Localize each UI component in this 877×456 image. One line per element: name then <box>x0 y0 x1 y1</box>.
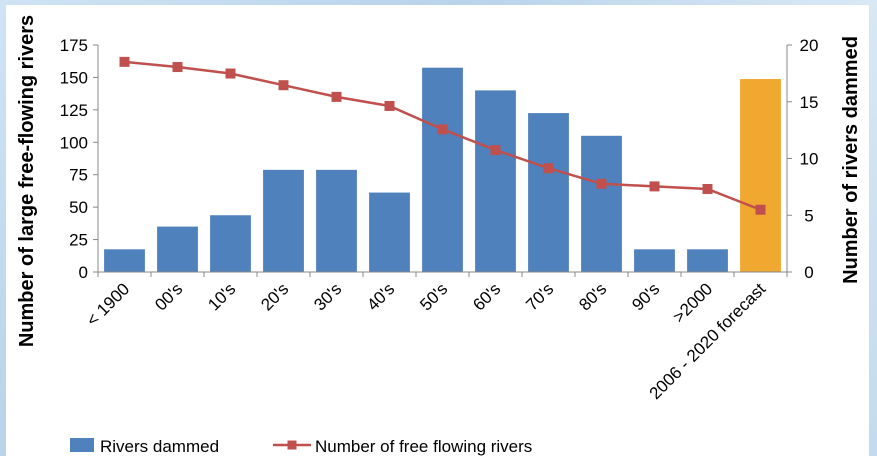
right-axis-title: Number of rivers dammed <box>840 36 862 284</box>
bar-1 <box>157 226 198 272</box>
bar-11 <box>687 249 728 272</box>
category-label-11: >2000 <box>669 279 716 326</box>
line-point-6 <box>437 124 448 135</box>
category-label-3: 20's <box>257 279 292 314</box>
line-point-4 <box>331 91 342 102</box>
bar-7 <box>475 90 516 273</box>
right-tick-label: 0 <box>804 263 813 282</box>
chart-frame: 0 25 50 75 100 125 150 175 0 5 10 15 20 < 1900 00's 1… <box>6 5 869 456</box>
category-label-4: 30's <box>310 279 345 314</box>
line-point-10 <box>649 181 660 192</box>
left-axis-title: Number of large free-flowing rivers <box>16 15 38 347</box>
axes <box>97 45 788 277</box>
left-tick-label: 125 <box>60 101 88 120</box>
category-label-7: 60's <box>469 279 504 314</box>
line-point-3 <box>278 80 289 91</box>
line-point-11 <box>702 183 713 194</box>
line-point-5 <box>384 100 395 111</box>
line-point-7 <box>490 145 501 156</box>
line-point-2 <box>225 68 236 79</box>
left-tick-label: 75 <box>69 166 88 185</box>
category-axis-labels: < 1900 00's 10's 20's 30's 40's 50's 60's 70's 80… <box>83 279 770 403</box>
legend: Rivers dammed Number of free flowing riv… <box>70 437 532 456</box>
category-label-9: 80's <box>575 279 610 314</box>
category-label-1: 00's <box>151 279 186 314</box>
right-tick-label: 10 <box>800 150 819 169</box>
bar-series <box>104 67 781 273</box>
bar-0 <box>104 249 145 272</box>
line-point-12 <box>755 204 766 215</box>
right-axis-ticks: 0 5 10 15 20 <box>787 36 818 282</box>
line-point-8 <box>543 163 554 174</box>
bar-6 <box>422 67 463 272</box>
category-label-2: 10's <box>204 279 239 314</box>
category-label-5: 40's <box>363 279 398 314</box>
legend-swatch-rivers-dammed <box>70 438 94 452</box>
legend-swatch-marker <box>287 440 297 450</box>
bar-8 <box>528 113 569 272</box>
left-tick-label: 50 <box>69 198 88 217</box>
left-tick-label: 150 <box>60 68 88 87</box>
category-label-0: < 1900 <box>83 279 134 330</box>
right-tick-label: 15 <box>800 93 819 112</box>
right-tick-label: 20 <box>800 36 819 55</box>
left-tick-label: 175 <box>60 36 88 55</box>
bar-4 <box>316 169 357 272</box>
legend-label-rivers-dammed: Rivers dammed <box>100 437 219 456</box>
bar-5 <box>369 192 410 272</box>
line-point-9 <box>596 178 607 189</box>
category-label-6: 50's <box>416 279 451 314</box>
left-tick-label: 25 <box>69 231 88 250</box>
category-label-10: 90's <box>628 279 663 314</box>
bar-12 <box>740 79 781 272</box>
left-tick-label: 100 <box>60 133 88 152</box>
line-point-0 <box>119 56 130 67</box>
bar-9 <box>581 135 622 272</box>
left-tick-label: 0 <box>79 263 88 282</box>
line-point-1 <box>172 62 183 73</box>
bar-2 <box>210 215 251 272</box>
bar-10 <box>634 249 675 272</box>
line-series <box>119 56 766 215</box>
legend-label-free-flowing: Number of free flowing rivers <box>315 437 532 456</box>
chart: 0 25 50 75 100 125 150 175 0 5 10 15 20 < 1900 00's 1… <box>16 15 862 456</box>
right-tick-label: 5 <box>804 206 813 225</box>
bar-3 <box>263 169 304 272</box>
left-axis-ticks: 0 25 50 75 100 125 150 175 <box>60 36 98 282</box>
category-label-8: 70's <box>522 279 557 314</box>
